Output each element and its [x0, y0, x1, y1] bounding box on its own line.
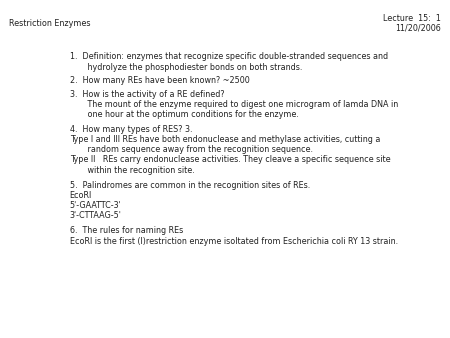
Text: hydrolyze the phosphodiester bonds on both strands.: hydrolyze the phosphodiester bonds on bo… — [70, 63, 302, 72]
Text: 4.  How many types of RES? 3.: 4. How many types of RES? 3. — [70, 125, 192, 134]
Text: 5'-GAATTC-3': 5'-GAATTC-3' — [70, 201, 122, 210]
Text: 3.  How is the activity of a RE defined?: 3. How is the activity of a RE defined? — [70, 90, 225, 99]
Text: Type II   REs carry endonuclease activities. They cleave a specific sequence sit: Type II REs carry endonuclease activitie… — [70, 155, 391, 165]
Text: Type I and III REs have both endonuclease and methylase activities, cutting a: Type I and III REs have both endonucleas… — [70, 135, 380, 144]
Text: 1.  Definition: enzymes that recognize specific double-stranded sequences and: 1. Definition: enzymes that recognize sp… — [70, 52, 388, 62]
Text: EcoRI is the first (I)restriction enzyme isoltated from Escherichia coli RY 13 s: EcoRI is the first (I)restriction enzyme… — [70, 237, 398, 246]
Text: Lecture  15:  1: Lecture 15: 1 — [383, 14, 441, 23]
Text: 3'-CTTAAG-5': 3'-CTTAAG-5' — [70, 211, 122, 220]
Text: EcoRI: EcoRI — [70, 191, 92, 200]
Text: one hour at the optimum conditions for the enzyme.: one hour at the optimum conditions for t… — [70, 110, 299, 119]
Text: 6.  The rules for naming REs: 6. The rules for naming REs — [70, 226, 183, 236]
Text: 5.  Palindromes are common in the recognition sites of REs.: 5. Palindromes are common in the recogni… — [70, 181, 310, 190]
Text: within the recognition site.: within the recognition site. — [70, 166, 194, 175]
Text: 11/20/2006: 11/20/2006 — [395, 24, 441, 33]
Text: random sequence away from the recognition sequence.: random sequence away from the recognitio… — [70, 145, 313, 154]
Text: 2.  How many REs have been known? ~2500: 2. How many REs have been known? ~2500 — [70, 76, 249, 85]
Text: Restriction Enzymes: Restriction Enzymes — [9, 19, 90, 28]
Text: The mount of the enzyme required to digest one microgram of lamda DNA in: The mount of the enzyme required to dige… — [70, 100, 398, 109]
